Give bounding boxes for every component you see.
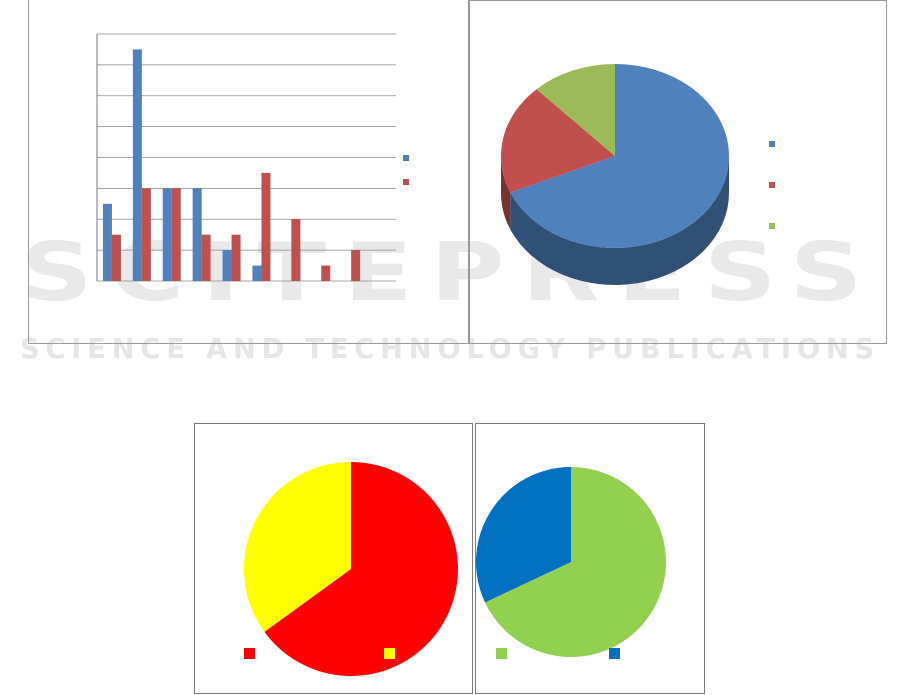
green-blue-pie-chart — [476, 467, 666, 659]
bar-post-rehab — [231, 234, 241, 281]
pie-chart-panel — [468, 0, 887, 344]
legend-swatch — [769, 223, 775, 229]
discharge-pie-chart — [501, 64, 775, 286]
legend-swatch — [384, 648, 395, 659]
pie-chart-red-yellow-panel — [194, 423, 473, 694]
pie-slice-side — [510, 156, 729, 286]
bar-post-rehab — [261, 172, 271, 281]
red-yellow-pie-chart — [244, 462, 458, 676]
bar-post-rehab — [291, 219, 301, 281]
pie-slice — [485, 467, 666, 657]
bar-post-rehab — [201, 234, 211, 281]
watermark-title: SCITEPRESS — [20, 226, 880, 319]
pie-slice — [476, 467, 571, 603]
legend-swatch — [403, 155, 409, 161]
bar-pre-rehab — [222, 250, 232, 281]
pie-slice — [244, 462, 351, 632]
bar-post-rehab — [351, 250, 361, 281]
pie-chart-green-blue-panel — [475, 423, 705, 694]
legend-swatch — [244, 648, 255, 659]
pie-slice-side — [501, 156, 511, 230]
bar-pre-rehab — [132, 49, 142, 281]
legend-swatch — [769, 141, 775, 147]
bar-post-rehab — [111, 234, 121, 281]
bar-pre-rehab — [192, 188, 202, 281]
watermark-subtitle: SCIENCE AND TECHNOLOGY PUBLICATIONS — [20, 332, 880, 365]
bar-post-rehab — [141, 188, 151, 281]
legend-swatch — [403, 179, 409, 185]
legend-swatch — [769, 182, 775, 188]
bar-post-rehab — [171, 188, 181, 281]
pie-slice-death — [501, 89, 615, 193]
bar-pre-rehab — [252, 265, 262, 281]
pie-slice-discharge — [536, 64, 615, 156]
legend-swatch — [609, 648, 620, 659]
pie-slice-home — [510, 64, 729, 249]
bar-post-rehab — [321, 265, 331, 281]
bar-chart — [96, 33, 409, 282]
bar-pre-rehab — [102, 203, 112, 281]
pie-slice — [264, 462, 458, 676]
bar-pre-rehab — [162, 188, 172, 281]
legend-swatch — [496, 648, 507, 659]
bar-chart-panel — [28, 0, 470, 344]
